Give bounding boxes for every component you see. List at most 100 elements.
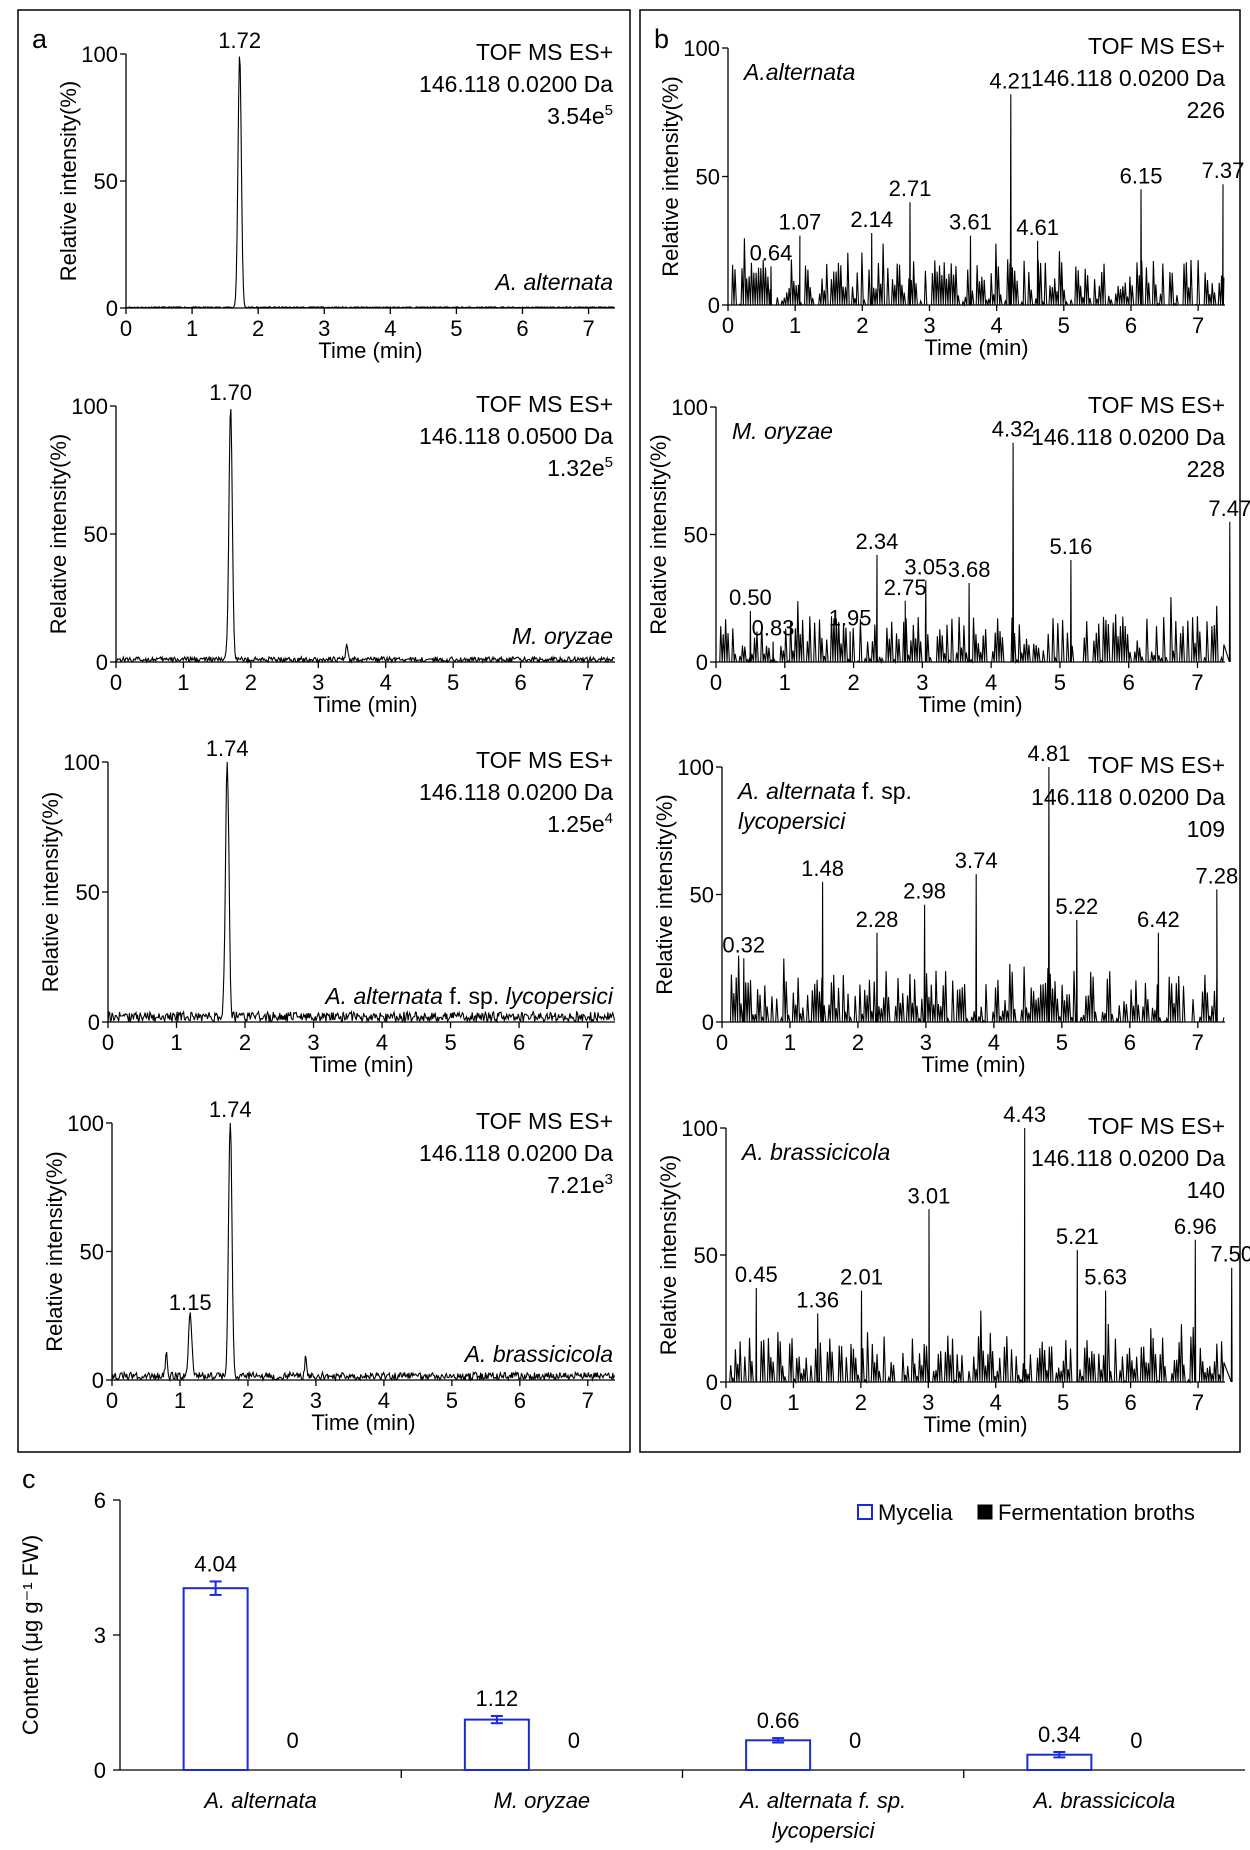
chart-a4-mode: TOF MS ES+ [476, 1108, 613, 1134]
chart-a4-trace [111, 1122, 616, 1383]
chart-a1-x-tick-label: 0 [120, 316, 132, 341]
chart-b2-peak-label: 2.75 [884, 575, 927, 600]
chart-b4-x-tick-label: 2 [855, 1390, 867, 1415]
chart-a2-x-axis-title: Time (min) [313, 692, 417, 717]
chart-b2-x-tick-label: 3 [916, 670, 928, 695]
chart-a1-sample-name: A. alternata [493, 269, 613, 295]
chart-a4-x-tick-label: 4 [378, 1388, 390, 1413]
chart-a2-mass: 146.118 0.0500 Da [419, 423, 613, 449]
chart-a4-intensity-exponent: 3 [605, 1171, 613, 1188]
chart-b4-peak-label: 3.01 [908, 1183, 951, 1208]
chart-a4: 0 50 100 0 1 2 3 4 5 6 7 Relative intensity(%) Time … [42, 1097, 616, 1435]
chart-b1-peak-label: 1.07 [778, 210, 821, 235]
chart-b1-peak-label: 2.14 [850, 207, 893, 232]
chart-a1-y-tick-label: 100 [81, 42, 118, 67]
chart-b1-trace [729, 94, 1225, 308]
chart-a4-y-tick-label: 100 [67, 1111, 104, 1136]
chart-b4-x-axis-title: Time (min) [923, 1412, 1027, 1437]
chart-b3-peak-label: 6.42 [1137, 907, 1180, 932]
chart-b2-mode: TOF MS ES+ [1088, 392, 1225, 418]
panel-a-frame [17, 9, 631, 1453]
chart-b1-x-tick-label: 3 [923, 313, 935, 338]
chart-b1-x-tick-label: 2 [856, 313, 868, 338]
chart-b2-y-axis-title: Relative intensity(%) [646, 434, 671, 635]
chart-b2-peak-label: 7.47 [1208, 496, 1250, 521]
chart-b1-peak-label: 7.37 [1202, 158, 1245, 183]
chart-a1-y-tick-label: 0 [106, 296, 118, 321]
chart-b3-y-tick-label: 100 [677, 755, 714, 780]
chart-b1-x-tick-label: 5 [1058, 313, 1070, 338]
chart-a4-y-tick-label: 50 [80, 1240, 104, 1265]
chart-b1-mode: TOF MS ES+ [1088, 33, 1225, 59]
chart-b4-peak-label: 1.36 [796, 1287, 839, 1312]
chart-b2-x-tick-label: 0 [710, 670, 722, 695]
chart-a2-y-axis-title: Relative intensity(%) [46, 434, 71, 635]
chart-c-y-tick-label: 3 [94, 1623, 106, 1648]
chart-a2-x-tick-label: 5 [447, 670, 459, 695]
chart-b1-x-tick-label: 0 [722, 313, 734, 338]
chart-b4: 0 50 100 0 1 2 3 4 5 6 7 Relative intensity(%) Time … [656, 1102, 1250, 1437]
chart-b1-peak-label: 3.61 [949, 210, 992, 235]
chart-c-y-tick-label: 6 [94, 1488, 106, 1513]
chart-b3-x-tick-label: 2 [852, 1030, 864, 1055]
chart-a2-y-tick-label: 0 [96, 650, 108, 675]
chart-b1-y-tick-label: 100 [683, 36, 720, 61]
chart-b4-peak-label: 4.43 [1003, 1102, 1046, 1127]
chart-a2-intensity-exponent: 5 [605, 454, 613, 471]
chart-a2-x-tick-label: 0 [110, 670, 122, 695]
chart-b1-x-axis-title: Time (min) [924, 335, 1028, 360]
chart-b2-peak-label: 0.50 [729, 585, 772, 610]
chart-b4-peak-label: 5.63 [1084, 1265, 1127, 1290]
chart-b3-x-tick-label: 0 [716, 1030, 728, 1055]
chart-a4-x-tick-label: 6 [514, 1388, 526, 1413]
chart-c: 0 3 6 Content (μg g⁻¹ FW) 4.04 0 A. alternata 1… [18, 1488, 1245, 1843]
chart-b1-y-tick-label: 0 [708, 293, 720, 318]
chart-a2-y-tick-label: 50 [84, 522, 108, 547]
chart-b2-x-tick-label: 2 [847, 670, 859, 695]
chart-a1-mass: 146.118 0.0200 Da [419, 71, 613, 97]
chart-a1-x-tick-label: 2 [252, 316, 264, 341]
chart-a3-x-tick-label: 4 [376, 1030, 388, 1055]
chart-a2-x-tick-label: 6 [514, 670, 526, 695]
chart-a3-sample-name: A. alternata f. sp. lycopersici [323, 983, 614, 1009]
chart-a2-x-tick-label: 4 [380, 670, 392, 695]
chart-c-legend-swatch-broths [977, 1504, 993, 1520]
chart-b1-intensity: 226 [1187, 97, 1225, 123]
chart-b2-peak-label: 5.16 [1050, 534, 1093, 559]
chart-b4-y-axis-title: Relative intensity(%) [656, 1155, 681, 1356]
chart-b1-mass: 146.118 0.0200 Da [1031, 65, 1225, 91]
chart-b3-peak-label: 2.98 [903, 879, 946, 904]
chart-c-bar-mycelia [463, 1718, 530, 1771]
chart-a3-x-tick-label: 5 [444, 1030, 456, 1055]
chart-a2-trace [115, 408, 615, 664]
chart-b2-y-tick-label: 100 [671, 395, 708, 420]
chart-c-y-axis-title: Content (μg g⁻¹ FW) [18, 1535, 43, 1735]
chart-b1-peak-label: 4.61 [1016, 215, 1059, 240]
chart-b3-x-tick-label: 5 [1056, 1030, 1068, 1055]
chart-c-broth-value-label: 0 [287, 1728, 299, 1753]
chart-b3-x-tick-label: 4 [988, 1030, 1000, 1055]
chart-b2-mass: 146.118 0.0200 Da [1031, 424, 1225, 450]
chart-a1-y-axis-title: Relative intensity(%) [56, 81, 81, 282]
chart-b3-mode: TOF MS ES+ [1088, 752, 1225, 778]
chart-a1: 0 50 100 0 1 2 3 4 5 6 7 Relative intensity(%) Time … [56, 28, 615, 363]
chart-b3-peak-label: 4.81 [1028, 741, 1071, 766]
chart-a3-x-tick-label: 6 [513, 1030, 525, 1055]
chart-c-y-tick-label: 0 [94, 1758, 106, 1783]
chart-a4-sample-name: A. brassicicola [463, 1341, 613, 1367]
chart-a3-x-tick-label: 2 [239, 1030, 251, 1055]
chart-b3-x-axis-title: Time (min) [921, 1052, 1025, 1077]
chart-a4-x-tick-label: 1 [174, 1388, 186, 1413]
chart-a4-x-tick-label: 3 [310, 1388, 322, 1413]
chart-a1-x-tick-label: 1 [186, 316, 198, 341]
chart-a3-y-tick-label: 0 [88, 1010, 100, 1035]
chart-a2-x-tick-label: 1 [177, 670, 189, 695]
chart-a2-x-tick-label: 2 [245, 670, 257, 695]
chart-a3-y-axis-title: Relative intensity(%) [38, 792, 63, 993]
panel-label-a: a [32, 24, 48, 54]
panel-label-c: c [22, 1464, 36, 1494]
chart-b3-sample-name: A. alternata f. sp. [736, 778, 912, 804]
chart-b4-x-tick-label: 5 [1057, 1390, 1069, 1415]
chart-b2-intensity: 228 [1187, 456, 1225, 482]
chart-b1-x-tick-label: 4 [991, 313, 1003, 338]
